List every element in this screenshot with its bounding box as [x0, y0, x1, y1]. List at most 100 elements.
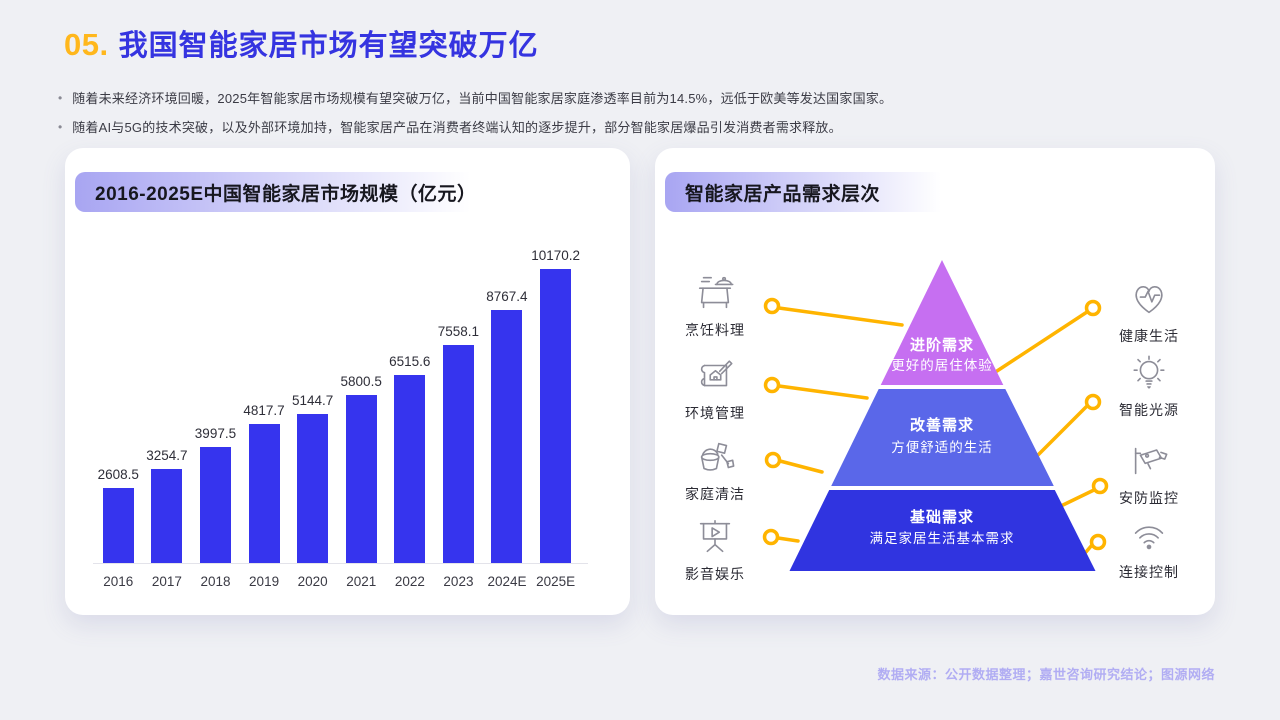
- side-item-connect: 连接控制: [1101, 514, 1197, 582]
- pyramid-tier-middle: [831, 389, 1054, 486]
- bar-column: 3997.5: [191, 269, 240, 563]
- side-item-label: 影音娱乐: [685, 566, 745, 582]
- bar: [394, 374, 426, 563]
- bullet-item: • 随着未来经济环境回暖，2025年智能家居市场规模有望突破万亿，当前中国智能家…: [58, 90, 958, 107]
- connector-ring: [764, 451, 782, 469]
- intro-bullets: • 随着未来经济环境回暖，2025年智能家居市场规模有望突破万亿，当前中国智能家…: [58, 90, 958, 148]
- demand-pyramid-diagram: 进阶需求 更好的居住体验 改善需求 方便舒适的生活 基础需求 满足家居生活基本需…: [655, 148, 1215, 615]
- connector-line: [778, 459, 824, 474]
- connector-ring: [1091, 477, 1109, 495]
- x-axis-line: [93, 563, 588, 564]
- connector-line: [777, 306, 904, 327]
- bar: [199, 447, 231, 563]
- pyramid-svg: 进阶需求 更好的居住体验 改善需求 方便舒适的生活 基础需求 满足家居生活基本需…: [762, 260, 1109, 571]
- bar: [151, 468, 183, 563]
- connector-line: [777, 384, 869, 400]
- bar-column: 10170.2: [531, 248, 580, 563]
- bar: [540, 269, 572, 563]
- bar: [248, 423, 280, 563]
- page-title-number: 05.: [64, 27, 109, 62]
- bar: [102, 487, 134, 563]
- bar-value-label: 6515.6: [389, 353, 431, 369]
- connector-line: [1061, 488, 1096, 507]
- pyramid-card-header: 智能家居产品需求层次: [665, 172, 965, 212]
- side-item-light: 智能光源: [1101, 352, 1197, 420]
- side-item-label: 连接控制: [1119, 564, 1179, 580]
- bar-value-label: 2608.5: [97, 466, 139, 482]
- bar: [442, 344, 474, 563]
- bullet-text: 随着未来经济环境回暖，2025年智能家居市场规模有望突破万亿，当前中国智能家居家…: [72, 91, 893, 106]
- bar: [297, 414, 329, 563]
- bar-column: 8767.4: [483, 269, 532, 563]
- bar-value-label: 10170.2: [531, 248, 581, 263]
- x-axis-label: 2018: [200, 574, 231, 589]
- side-item-cooking: 烹饪料理: [667, 272, 763, 340]
- bar: [491, 309, 523, 563]
- side-item-label: 环境管理: [685, 405, 745, 421]
- tier-bottom-title: 基础需求: [909, 508, 974, 526]
- bar-column: 3254.7: [143, 269, 192, 563]
- tier-middle-subtitle: 方便舒适的生活: [891, 440, 993, 455]
- bar-chart: 2608.5 3254.7 3997.5 4817.7 5144.7 5800.5 6515…: [94, 248, 580, 563]
- side-item-label: 智能光源: [1119, 402, 1179, 418]
- entertainment-icon: [699, 519, 731, 553]
- x-axis-label: 2025E: [536, 574, 576, 589]
- connector-ring: [1084, 299, 1102, 317]
- x-axis-label: 2019: [249, 574, 280, 589]
- x-axis-label: 2021: [346, 574, 377, 589]
- data-source-note: 数据来源：公开数据整理；嘉世咨询研究结论；图源网络: [877, 667, 1215, 682]
- tier-top-subtitle: 更好的居住体验: [891, 358, 993, 373]
- market-size-chart-card: 2016-2025E中国智能家居市场规模（亿元） 2608.5 3254.7 399…: [65, 148, 630, 615]
- bullet-item: • 随着AI与5G的技术突破，以及外部环境加持，智能家居产品在消费者终端认知的逐…: [58, 119, 958, 136]
- side-item-cleaning: 家庭清洁: [667, 436, 763, 504]
- side-item-label: 健康生活: [1119, 328, 1179, 344]
- side-item-label: 家庭清洁: [685, 486, 745, 502]
- x-axis-label: 2023: [443, 574, 474, 589]
- chart-card-title: 2016-2025E中国智能家居市场规模（亿元）: [95, 183, 477, 205]
- x-axis-labels: 2016 2017 2018 2019 2020 2021 2022 2023 2024E 202…: [94, 574, 580, 592]
- bullet-dot-icon: •: [58, 120, 63, 134]
- cooking-icon: [698, 276, 734, 309]
- bar-column: 4817.7: [240, 269, 289, 563]
- bar-column: 5144.7: [288, 269, 337, 563]
- side-item-label: 烹饪料理: [685, 322, 745, 338]
- bar: [345, 395, 377, 563]
- bullet-dot-icon: •: [58, 91, 63, 105]
- side-item-environment: 环境管理: [667, 355, 763, 423]
- connector-line: [776, 536, 800, 543]
- bar-value-label: 8767.4: [486, 288, 528, 304]
- x-axis-label: 2024E: [487, 574, 527, 589]
- x-axis-label: 2016: [103, 574, 134, 589]
- side-item-health: 健康生活: [1101, 278, 1197, 346]
- bar-value-label: 3997.5: [194, 426, 237, 442]
- tier-bottom-subtitle: 满足家居生活基本需求: [870, 530, 1015, 546]
- page-title-text: 我国智能家居市场有望突破万亿: [118, 30, 539, 62]
- bar-value-label: 7558.1: [437, 323, 479, 339]
- x-axis-label: 2020: [297, 574, 328, 589]
- side-item-security: 安防监控: [1101, 440, 1197, 508]
- bar-value-label: 4817.7: [243, 402, 285, 418]
- bar-column: 5800.5: [337, 269, 386, 563]
- bar-column: 6515.6: [385, 269, 434, 563]
- bar-column: 7558.1: [434, 269, 483, 563]
- side-item-entertainment: 影音娱乐: [667, 516, 763, 584]
- tier-top-title: 进阶需求: [910, 336, 974, 354]
- bar-column: 2608.5: [94, 269, 143, 563]
- demand-pyramid-card: 智能家居产品需求层次 进阶需求 更好的居住体验 改善需求 方便舒适的生活 基础需…: [655, 148, 1215, 615]
- x-axis-label: 2022: [394, 574, 425, 589]
- wifi-icon: [1134, 526, 1164, 550]
- health-icon: [1135, 286, 1163, 314]
- page-title: 05. 我国智能家居市场有望突破万亿: [64, 22, 539, 64]
- bullet-text: 随着AI与5G的技术突破，以及外部环境加持，智能家居产品在消费者终端认知的逐步提…: [72, 120, 842, 135]
- pyramid-card-title: 智能家居产品需求层次: [685, 183, 881, 205]
- pyramid-tier-top: [880, 260, 1004, 385]
- connector-ring: [763, 376, 781, 394]
- chart-card-header: 2016-2025E中国智能家居市场规模（亿元）: [75, 172, 505, 212]
- cleaning-icon: [700, 442, 735, 471]
- tier-middle-title: 改善需求: [910, 416, 974, 434]
- side-item-label: 安防监控: [1119, 490, 1179, 506]
- connector-ring: [763, 297, 781, 315]
- connector-line: [995, 310, 1089, 373]
- connector-ring: [762, 528, 780, 546]
- security-icon: [1134, 447, 1168, 475]
